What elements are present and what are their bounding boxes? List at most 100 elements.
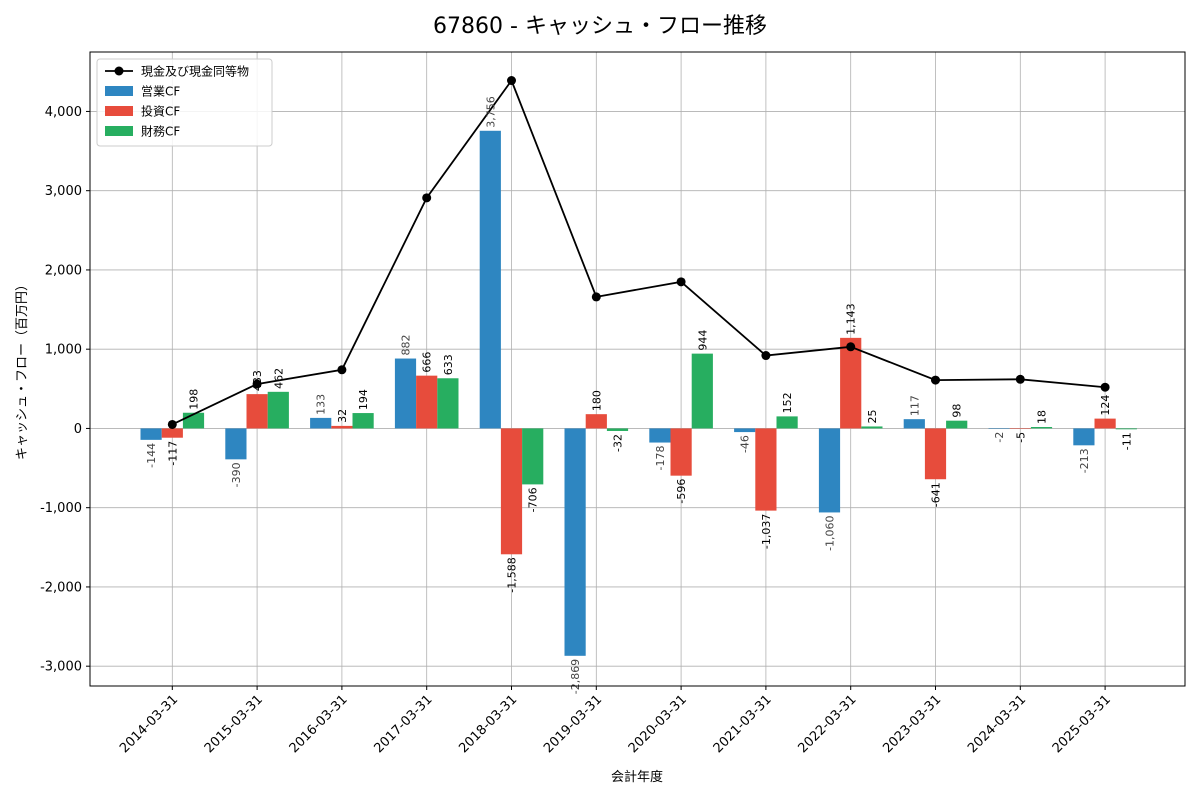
- data-label: -390: [230, 462, 243, 487]
- cash-line-point: [846, 342, 856, 352]
- x-tick-label: 2020-03-31: [626, 692, 690, 756]
- bar-investing: [416, 375, 438, 429]
- data-label: 117: [908, 395, 921, 416]
- bar-operating: [225, 428, 247, 460]
- data-label: 433: [251, 370, 264, 391]
- data-label: -1,037: [760, 514, 773, 549]
- grid-lines: [90, 52, 1185, 686]
- data-label: 124: [1099, 395, 1112, 416]
- data-label: 152: [781, 392, 794, 413]
- bar-financing: [352, 413, 374, 429]
- bar-operating: [140, 428, 162, 440]
- y-tick-label: 0: [74, 422, 82, 437]
- data-label: 18: [1036, 410, 1049, 424]
- y-axis-ticks: -3,000 -2,000 -1,000 0 1,000 2,000 3,000 4,000: [40, 105, 90, 675]
- bar-investing: [840, 337, 862, 429]
- bar-financing: [267, 391, 289, 429]
- bar-financing: [522, 428, 544, 485]
- data-label: -32: [612, 434, 625, 452]
- data-label: -706: [527, 487, 540, 512]
- bar-investing: [924, 428, 947, 480]
- legend-label: 投資CF: [141, 104, 180, 119]
- cash-line-point: [167, 419, 177, 429]
- y-tick-label: 3,000: [45, 184, 82, 199]
- bar-investing: [670, 428, 692, 476]
- legend-swatch: [105, 86, 133, 96]
- bar-investing: [500, 428, 523, 555]
- data-label: 462: [272, 368, 285, 389]
- bar-operating: [310, 417, 332, 429]
- x-tick-label: 2024-03-31: [965, 692, 1029, 756]
- cash-line-point: [337, 365, 347, 375]
- bar-operating: [479, 130, 501, 429]
- data-labels: -144 -390 133 882 3,756 -2,869 -178 -46 -1,060 11…: [145, 96, 1133, 694]
- x-tick-label: 2016-03-31: [287, 692, 351, 756]
- data-label: 194: [357, 389, 370, 410]
- x-tick-label: 2017-03-31: [371, 692, 435, 756]
- bar-investing: [246, 394, 268, 429]
- bar-investing: [1094, 418, 1116, 429]
- bar-financing: [437, 378, 459, 429]
- x-tick-label: 2014-03-31: [117, 692, 181, 756]
- data-label: 133: [315, 394, 328, 415]
- y-axis-label: キャッシュ・フロー（百万円）: [15, 278, 30, 460]
- data-label: -144: [145, 443, 158, 468]
- legend-label: 営業CF: [141, 85, 180, 99]
- data-label: 3,756: [484, 96, 497, 128]
- data-label: 25: [866, 409, 879, 423]
- data-label: -2,869: [569, 659, 582, 694]
- x-axis-ticks: 2014-03-31 2015-03-31 2016-03-31 2017-03-31…: [117, 686, 1114, 756]
- x-tick-label: 2025-03-31: [1050, 692, 1114, 756]
- y-tick-label: 2,000: [45, 263, 82, 278]
- x-tick-label: 2023-03-31: [880, 692, 944, 756]
- bar-investing: [331, 425, 353, 429]
- data-label: -5: [1014, 432, 1027, 443]
- data-label: -46: [739, 435, 752, 453]
- data-label: 198: [188, 389, 201, 410]
- data-label: 180: [590, 390, 603, 411]
- data-label: -641: [930, 482, 943, 507]
- bar-financing: [1115, 428, 1137, 430]
- bar-series: [140, 130, 1137, 656]
- bar-operating: [564, 428, 586, 656]
- bar-operating: [988, 428, 1010, 429]
- data-label: 666: [421, 352, 434, 373]
- chart-title: 67860 - キャッシュ・フロー推移: [433, 14, 767, 39]
- x-tick-label: 2018-03-31: [456, 692, 520, 756]
- x-tick-label: 2019-03-31: [541, 692, 605, 756]
- cash-line-point: [761, 351, 771, 361]
- plot-frame: [89, 51, 1186, 687]
- bar-operating: [1073, 428, 1095, 446]
- data-label: -117: [166, 441, 179, 466]
- cash-line-point: [1015, 374, 1025, 384]
- cash-line-point: [676, 277, 686, 287]
- data-label: -1,060: [824, 515, 837, 550]
- bar-financing: [691, 353, 713, 429]
- legend-label: 財務CF: [141, 124, 180, 139]
- cash-line: [171, 78, 1106, 426]
- x-axis-label: 会計年度: [611, 769, 663, 785]
- data-label: -596: [675, 479, 688, 504]
- bar-operating: [734, 428, 756, 433]
- data-label: 882: [400, 335, 413, 356]
- data-label: -213: [1078, 448, 1091, 473]
- data-label: -11: [1120, 432, 1133, 450]
- cash-line-point: [591, 292, 601, 302]
- x-tick-label: 2015-03-31: [202, 692, 266, 756]
- data-label: 633: [442, 354, 455, 375]
- legend-box: [96, 58, 273, 147]
- y-tick-label: 1,000: [45, 343, 82, 358]
- legend-swatch: [105, 106, 133, 116]
- bar-operating: [903, 419, 925, 429]
- bar-investing: [585, 414, 607, 429]
- y-tick-label: -3,000: [40, 660, 82, 675]
- bar-financing: [606, 428, 629, 431]
- data-label: -1,588: [506, 557, 519, 592]
- data-label: -178: [654, 446, 667, 471]
- legend-line-marker: [114, 66, 124, 76]
- x-tick-label: 2022-03-31: [795, 692, 859, 756]
- cash-line-point: [931, 375, 940, 385]
- bar-financing: [861, 426, 883, 429]
